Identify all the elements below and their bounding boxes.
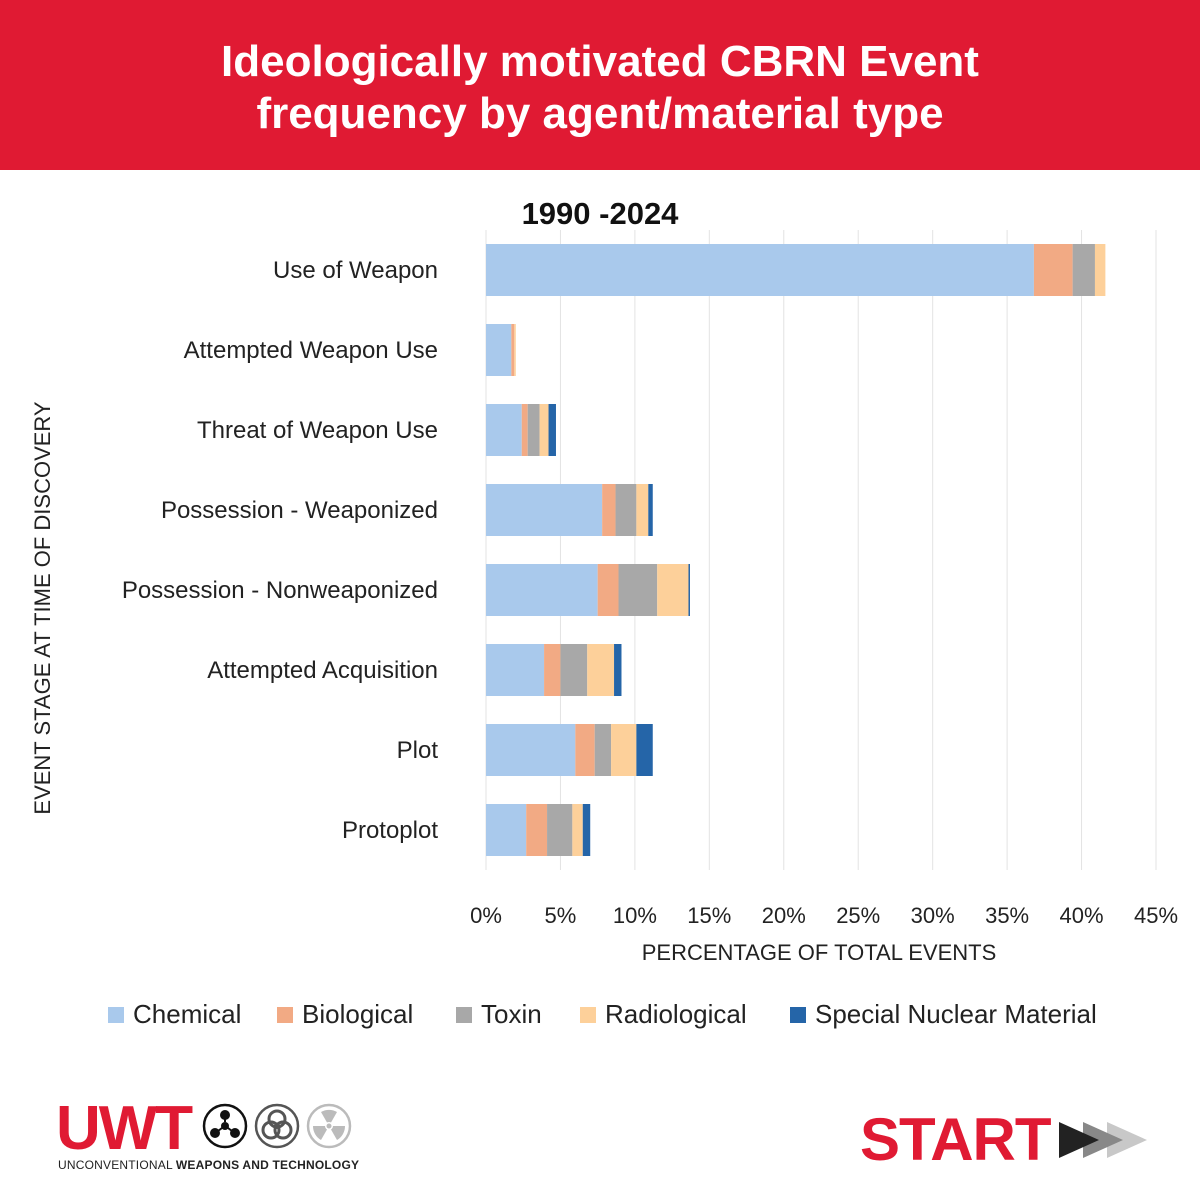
bar-segment xyxy=(527,404,540,456)
bar-segment xyxy=(486,244,1034,296)
bar-segment xyxy=(486,644,545,696)
y-axis-label: EVENT STAGE AT TIME OF DISCOVERY xyxy=(30,401,55,815)
uwt-tagline: UNCONVENTIONAL WEAPONS AND TECHNOLOGY xyxy=(58,1158,359,1172)
bar-segment xyxy=(594,724,612,776)
bar-segment xyxy=(575,724,595,776)
bar-segment xyxy=(486,324,512,376)
legend-swatch xyxy=(108,1007,124,1023)
radiation-icon xyxy=(306,1103,352,1149)
category-label: Possession - Weaponized xyxy=(161,497,438,524)
x-tick-label: 25% xyxy=(836,903,880,928)
bar-segment xyxy=(582,804,591,856)
stacked-bar-chart: 0% 5% 10% 15% 20% 25% 30% 35% 40% 45% Use of Weapo… xyxy=(30,230,1178,1029)
start-logo-text: START xyxy=(860,1106,1052,1173)
bar-segment xyxy=(657,564,689,616)
bar-segment xyxy=(486,564,598,616)
bar-segment xyxy=(1072,244,1095,296)
bar-segment xyxy=(547,804,573,856)
bar-segment xyxy=(511,324,515,376)
category-label: Possession - Nonweaponized xyxy=(122,577,438,604)
x-tick-label: 0% xyxy=(470,903,502,928)
x-tick-label: 30% xyxy=(911,903,955,928)
bar-segment xyxy=(636,484,649,536)
bar-segment xyxy=(521,404,528,456)
legend-label: Chemical xyxy=(133,999,241,1029)
fast-forward-arrows-icon xyxy=(1059,1122,1147,1158)
x-tick-label: 5% xyxy=(545,903,577,928)
chart-subtitle: 1990 -2024 xyxy=(521,196,679,231)
title-line-2: frequency by agent/material type xyxy=(256,89,944,138)
x-tick-label: 10% xyxy=(613,903,657,928)
bar-segment xyxy=(486,804,527,856)
category-label: Threat of Weapon Use xyxy=(197,417,438,444)
x-tick-label: 15% xyxy=(687,903,731,928)
chemical-hazard-icon xyxy=(202,1103,248,1149)
category-label: Protoplot xyxy=(342,817,438,844)
bar-segment xyxy=(486,724,576,776)
bar-segment xyxy=(514,324,516,376)
bar-segment xyxy=(486,484,603,536)
bar-segment xyxy=(597,564,619,616)
bar-segment xyxy=(587,644,615,696)
bar-segment xyxy=(1033,244,1073,296)
bar-segment xyxy=(615,484,637,536)
biohazard-icon xyxy=(254,1103,300,1149)
x-tick-label: 40% xyxy=(1060,903,1104,928)
bar-segment xyxy=(618,564,658,616)
legend-label: Radiological xyxy=(605,999,747,1029)
bar-segment xyxy=(688,564,690,616)
bar-segment xyxy=(560,644,588,696)
category-label: Attempted Acquisition xyxy=(207,657,438,684)
bar-segment xyxy=(648,484,653,536)
bar-segment xyxy=(572,804,583,856)
uwt-logo-text: UWT xyxy=(56,1094,193,1163)
category-label: Attempted Weapon Use xyxy=(184,337,438,364)
uwt-tagline-plain: UNCONVENTIONAL xyxy=(58,1158,176,1172)
bar-segment xyxy=(1094,244,1106,296)
bar-segment xyxy=(544,644,561,696)
start-logo: START xyxy=(860,1108,1160,1172)
category-label: Plot xyxy=(397,737,439,764)
title-line-1: Ideologically motivated CBRN Event xyxy=(221,37,979,86)
x-tick-label: 20% xyxy=(762,903,806,928)
bar-segment xyxy=(526,804,548,856)
uwt-icons xyxy=(202,1103,352,1149)
bar-segment xyxy=(636,724,653,776)
legend-swatch xyxy=(277,1007,293,1023)
legend-label: Special Nuclear Material xyxy=(815,999,1097,1029)
header-banner: Ideologically motivated CBRN Event frequ… xyxy=(0,0,1200,170)
x-axis-label: PERCENTAGE OF TOTAL EVENTS xyxy=(642,940,997,965)
legend-swatch xyxy=(456,1007,472,1023)
legend-swatch xyxy=(580,1007,596,1023)
bar-segment xyxy=(486,404,522,456)
uwt-tagline-bold: WEAPONS AND TECHNOLOGY xyxy=(175,1158,360,1172)
legend-label: Biological xyxy=(302,999,413,1029)
uwt-logo: UWT UNCONVENTIONAL WEAPONS AND TECHNOLOG… xyxy=(56,1098,376,1178)
x-tick-label: 45% xyxy=(1134,903,1178,928)
bar-segment xyxy=(602,484,616,536)
bar-segment xyxy=(614,644,622,696)
category-label: Use of Weapon xyxy=(273,257,438,284)
x-tick-label: 35% xyxy=(985,903,1029,928)
bar-segment xyxy=(548,404,556,456)
page-title: Ideologically motivated CBRN Event frequ… xyxy=(100,36,1100,140)
legend-label: Toxin xyxy=(481,999,542,1029)
bar-segment xyxy=(539,404,549,456)
bar-segment xyxy=(611,724,637,776)
legend-swatch xyxy=(790,1007,806,1023)
